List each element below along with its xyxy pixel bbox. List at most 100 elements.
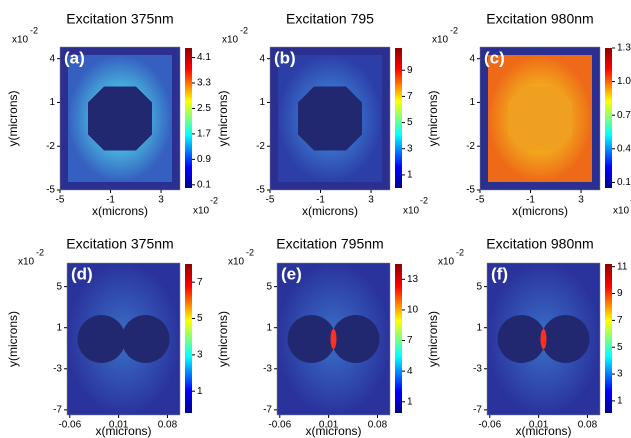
colorbar-tick-label: 7 <box>407 91 413 102</box>
y-multiplier: x10 <box>18 257 35 268</box>
panel-label: (f) <box>491 264 508 283</box>
y-tick-label: 4 <box>469 53 475 64</box>
y-tick-label: 5 <box>56 281 62 292</box>
y-multiplier-exponent: -2 <box>36 247 44 257</box>
y-tick-label: -2 <box>256 141 265 152</box>
x-multiplier: x10 <box>403 206 420 217</box>
colorbar <box>185 264 192 413</box>
panel-title: Excitation 980nm <box>486 236 593 252</box>
x-axis-label: x(microns) <box>512 204 568 218</box>
y-tick-label: -3 <box>53 363 62 374</box>
x-tick-label: 3 <box>368 195 374 206</box>
colorbar-tick-label: 5 <box>197 313 203 324</box>
y-axis-label: y(microns) <box>426 311 440 367</box>
x-multiplier: x10 <box>193 206 210 217</box>
y-tick-label: -7 <box>263 405 272 416</box>
particle <box>88 87 152 151</box>
y-multiplier-exponent: -2 <box>240 25 248 35</box>
particle <box>298 87 362 151</box>
particle <box>542 315 590 363</box>
colorbar-tick-label: 0.7 <box>617 110 631 121</box>
y-axis-label: y(microns) <box>216 311 230 367</box>
y-multiplier-exponent: -2 <box>246 247 254 257</box>
y-tick-label: 5 <box>476 281 482 292</box>
colorbar-tick-label: 9 <box>407 65 413 76</box>
y-tick-label: -2 <box>46 141 55 152</box>
figure: -5-1341-2-54.13.32.51.70.90.1Excitation … <box>0 0 631 438</box>
y-multiplier-exponent: -2 <box>456 247 464 257</box>
x-tick-label: -0.06 <box>268 420 291 431</box>
x-multiplier: x10 <box>613 206 630 217</box>
colorbar-tick-label: 0.4 <box>617 143 631 154</box>
x-axis-label: x(microns) <box>306 424 362 438</box>
x-tick-label: 0.08 <box>158 420 178 431</box>
y-tick-label: -7 <box>473 405 482 416</box>
x-tick-label: -5 <box>56 195 65 206</box>
colorbar <box>395 264 402 413</box>
colorbar-tick-label: 0.1 <box>617 177 631 188</box>
panel-label: (e) <box>281 264 302 283</box>
y-multiplier: x10 <box>222 35 239 46</box>
colorbar-tick-label: 7 <box>617 315 623 326</box>
y-tick-label: -5 <box>46 185 55 196</box>
y-tick-label: -5 <box>256 185 265 196</box>
particle <box>78 315 126 363</box>
colorbar-tick-label: 2.5 <box>197 103 211 114</box>
hotspot <box>331 329 337 349</box>
colorbar-tick-label: 3 <box>617 369 623 380</box>
y-tick-label: 1 <box>266 322 272 333</box>
y-multiplier: x10 <box>12 35 29 46</box>
colorbar-tick-label: 9 <box>617 288 623 299</box>
colorbar-tick-label: 7 <box>407 335 413 346</box>
colorbar-tick-label: 1.3 <box>617 43 631 54</box>
x-tick-label: 0.08 <box>368 420 388 431</box>
colorbar-tick-label: 0.1 <box>197 179 211 190</box>
colorbar-tick-label: 1 <box>407 396 413 407</box>
y-axis-label: y(microns) <box>216 90 230 146</box>
y-tick-label: 1 <box>259 97 265 108</box>
y-tick-label: 5 <box>266 281 272 292</box>
colorbar-tick-label: 1 <box>617 396 623 407</box>
y-axis-label: y(microns) <box>6 311 20 367</box>
y-tick-label: -3 <box>263 363 272 374</box>
y-tick-label: 1 <box>56 322 62 333</box>
colorbar <box>605 48 612 188</box>
particle <box>508 87 572 151</box>
colorbar-tick-label: 1 <box>407 170 413 181</box>
colorbar-tick-label: 13 <box>407 274 419 285</box>
colorbar <box>395 48 402 188</box>
colorbar-tick-label: 1.7 <box>197 129 211 140</box>
x-tick-label: 3 <box>158 195 164 206</box>
x-tick-label: 3 <box>578 195 584 206</box>
y-multiplier: x10 <box>438 257 455 268</box>
colorbar-tick-label: 5 <box>617 342 623 353</box>
y-tick-label: 1 <box>49 97 55 108</box>
panel-title: Excitation 980nm <box>486 11 593 27</box>
y-multiplier-exponent: -2 <box>30 25 38 35</box>
panel-label: (d) <box>71 264 93 283</box>
panel-title: Excitation 795 <box>286 11 374 27</box>
colorbar-tick-label: 11 <box>617 261 628 272</box>
x-axis-label: x(microns) <box>516 424 572 438</box>
y-multiplier: x10 <box>228 257 245 268</box>
x-axis-label: x(microns) <box>92 204 148 218</box>
particle <box>288 315 336 363</box>
x-multiplier-exponent: -2 <box>210 195 218 205</box>
y-tick-label: 1 <box>476 322 482 333</box>
y-axis-label: y(microns) <box>6 90 20 146</box>
colorbar-tick-label: 0.9 <box>197 154 211 165</box>
particle <box>122 315 170 363</box>
panel-title: Excitation 795nm <box>276 236 383 252</box>
y-tick-label: -2 <box>466 141 475 152</box>
y-tick-label: -7 <box>53 405 62 416</box>
panel-label: (a) <box>64 48 85 67</box>
colorbar-tick-label: 1 <box>197 386 203 397</box>
colorbar-tick-label: 5 <box>407 117 413 128</box>
y-multiplier: x10 <box>432 35 449 46</box>
colorbar-tick-label: 3.3 <box>197 78 211 89</box>
particle <box>498 315 546 363</box>
colorbar-tick-label: 7 <box>197 277 203 288</box>
colorbar <box>185 48 192 188</box>
particle <box>332 315 380 363</box>
x-tick-label: -5 <box>266 195 275 206</box>
